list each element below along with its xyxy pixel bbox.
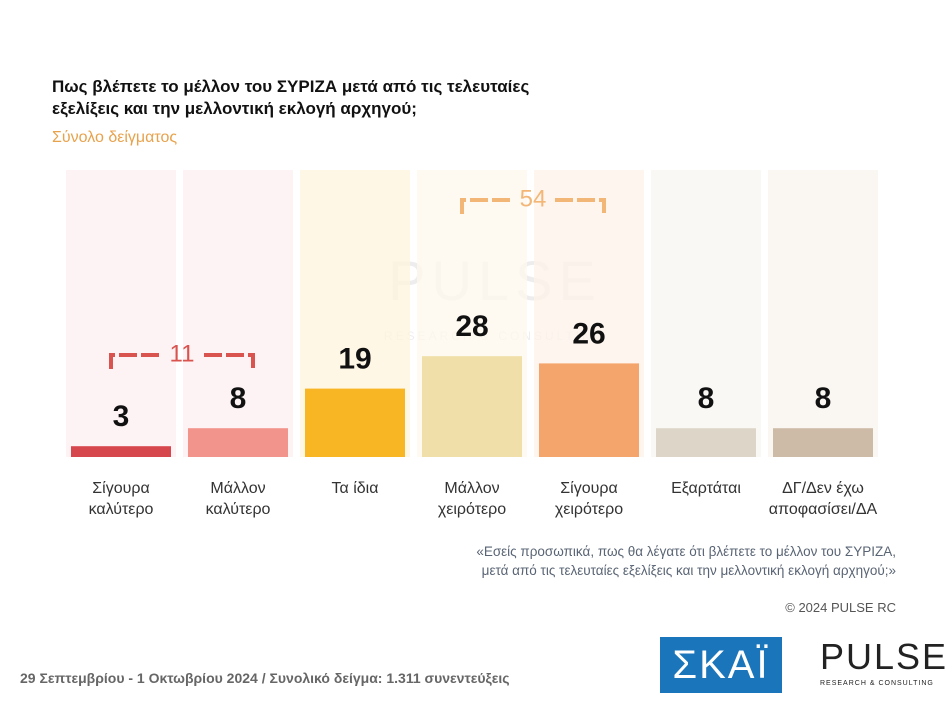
column-background [66, 170, 176, 457]
footnote: «Εσείς προσωπικά, πως θα λέγατε ότι βλέπ… [476, 542, 896, 580]
category-label: Εξαρτάται [671, 480, 741, 497]
bracket-label: 54 [520, 185, 547, 212]
column-background [183, 170, 293, 457]
footnote-line: μετά από τις τελευταίες εξελίξεις και τη… [481, 563, 896, 578]
bracket-label: 11 [170, 340, 195, 367]
title-line: εξελίξεις και την μελλοντική εκλογή αρχη… [52, 99, 417, 118]
category-label: Τα ίδια [331, 480, 379, 497]
title-line: Πως βλέπετε το μέλλον του ΣΥΡΙΖΑ μετά απ… [52, 77, 530, 96]
category-label: Μάλλον καλύτερο [205, 480, 271, 518]
bar [773, 428, 873, 457]
value-label: 3 [113, 400, 130, 433]
bar [71, 446, 171, 457]
bracket [460, 198, 606, 214]
date-line: 29 Σεπτεμβρίου - 1 Οκτωβρίου 2024 / Συνο… [20, 670, 510, 686]
copyright: © 2024 PULSE RC [785, 600, 896, 615]
category-label: Σίγουρα χειρότερο [554, 480, 624, 518]
value-label: 8 [230, 382, 247, 415]
value-label: 28 [455, 310, 488, 343]
value-label: 26 [572, 317, 605, 350]
subtitle: Σύνολο δείγματος [52, 129, 178, 146]
chart-title: Πως βλέπετε το μέλλον του ΣΥΡΙΖΑ μετά απ… [52, 76, 529, 120]
bar [188, 428, 288, 457]
value-label: 8 [698, 382, 715, 415]
column-background [651, 170, 761, 457]
pulse-logo-sub: RESEARCH & CONSULTING [820, 680, 934, 687]
bar [656, 428, 756, 457]
skai-logo: ΣΚΑΪ [660, 637, 782, 693]
pulse-logo: PULSE [820, 636, 948, 677]
footnote-line: «Εσείς προσωπικά, πως θα λέγατε ότι βλέπ… [476, 544, 896, 559]
bar [422, 356, 522, 457]
bar [305, 388, 405, 457]
value-label: 8 [815, 382, 832, 415]
bracket [109, 353, 255, 369]
category-label: ΔΓ/Δεν έχω αποφασίσει/ΔΑ [768, 480, 878, 518]
category-label: Σίγουρα καλύτερο [88, 480, 154, 518]
column-background [768, 170, 878, 457]
bar [539, 363, 639, 457]
value-label: 19 [338, 343, 371, 376]
category-label: Μάλλον χειρότερο [437, 480, 507, 518]
